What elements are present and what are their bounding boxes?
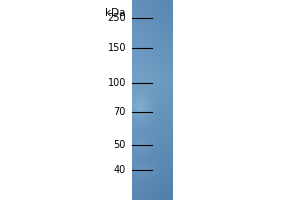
Text: kDa: kDa [106, 8, 126, 18]
Text: 50: 50 [114, 140, 126, 150]
Text: 150: 150 [107, 43, 126, 53]
Text: 100: 100 [108, 78, 126, 88]
Text: 40: 40 [114, 165, 126, 175]
Text: 250: 250 [107, 13, 126, 23]
Text: 70: 70 [114, 107, 126, 117]
